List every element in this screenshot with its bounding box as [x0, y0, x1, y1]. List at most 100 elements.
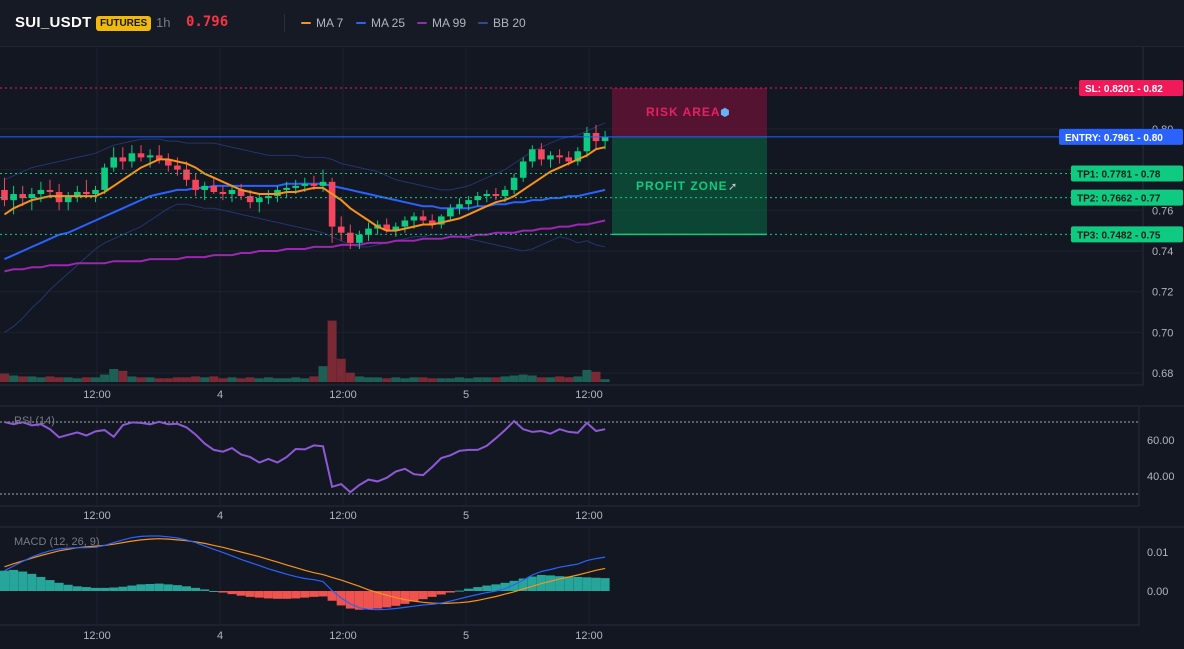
volume-bar [27, 376, 37, 382]
sl-price-tag-bg [1079, 79, 1183, 96]
macd-histogram-bar [309, 591, 319, 597]
candle [74, 185, 81, 203]
entry-price-tag-bg [1059, 128, 1183, 145]
time-tick-label: 5 [463, 389, 469, 401]
candle-body [146, 155, 154, 158]
macd-histogram-bar [254, 591, 264, 598]
candle [83, 179, 90, 199]
candle-body [519, 161, 527, 178]
price-tick-label: 0.72 [1152, 287, 1173, 299]
legend-ma25[interactable]: MA 25 [356, 16, 405, 30]
macd-histogram-bar [209, 591, 219, 592]
legend-bb20[interactable]: BB 20 [478, 16, 526, 30]
volume-bar [200, 377, 210, 382]
candle [529, 145, 536, 168]
volume-bar [45, 376, 55, 382]
candle-body [583, 132, 591, 152]
timeframe-label[interactable]: 1h [156, 15, 171, 30]
volume-bar [491, 377, 501, 382]
macd-histogram-bar [154, 583, 164, 591]
candle-body [128, 153, 136, 162]
volume-bar [518, 374, 528, 382]
volume-bar [364, 377, 373, 382]
volume-bar [273, 378, 282, 382]
candle-body [19, 194, 26, 199]
macd-histogram-bar [318, 591, 328, 597]
volume-bar [91, 377, 100, 382]
candle [283, 181, 290, 199]
macd-histogram-bar [282, 591, 292, 599]
candle [10, 185, 17, 215]
macd-histogram-bar [327, 591, 337, 601]
volume-bar [36, 377, 46, 382]
macd-histogram-bar [163, 584, 173, 591]
volume-bar [18, 376, 28, 382]
candle-body [538, 149, 545, 160]
volume-bar [336, 358, 346, 382]
volume-bar [400, 378, 410, 382]
candle-body [456, 204, 463, 209]
candle-body [556, 155, 563, 158]
macd-histogram-bar [345, 591, 355, 609]
time-tick-label: 12:00 [575, 630, 603, 642]
legend-ma99[interactable]: MA 99 [417, 16, 466, 30]
macd-histogram-bar [482, 585, 492, 591]
macd-histogram-bar [81, 587, 91, 591]
candle-body [1, 189, 8, 201]
shield-icon: ⬢ [720, 107, 730, 119]
rsi-tick-label: 60.00 [1147, 435, 1175, 447]
candle [510, 173, 518, 195]
macd-histogram-bar [500, 582, 510, 591]
macd-histogram-bar [100, 587, 110, 591]
candle-body [383, 224, 390, 231]
volume-bar [582, 369, 592, 382]
macd-histogram-bar [9, 569, 19, 591]
rsi-tick-label: 40.00 [1147, 471, 1175, 483]
volume-bar [218, 378, 228, 382]
candle [356, 230, 363, 249]
macd-histogram-bar [136, 584, 146, 591]
macd-histogram-bar [373, 591, 383, 609]
candle-body [101, 167, 108, 190]
macd-pane[interactable]: 12:00 4 12:00 5 12:00 0.00 0.01 [0, 528, 1168, 642]
candle [1, 177, 8, 207]
candle [92, 185, 99, 203]
bb20-lower-line [4, 203, 606, 333]
candle-body [292, 185, 299, 188]
volume-bar [455, 377, 464, 382]
volume-bar [136, 377, 146, 382]
candle-body [365, 228, 372, 235]
macd-histogram-bar [236, 591, 246, 596]
price-pane[interactable]: 0.680.700.720.740.760.780.8012:00412:005… [0, 48, 1173, 401]
candle-body [492, 194, 500, 197]
macd-histogram-bar [218, 591, 228, 593]
legend-ma7[interactable]: MA 7 [301, 16, 343, 30]
candle [538, 143, 545, 166]
macd-histogram-bar [527, 576, 537, 591]
macd-histogram-bar [427, 591, 437, 597]
candle [46, 179, 54, 199]
time-tick-label: 12:00 [83, 630, 111, 642]
candle-body [10, 194, 17, 201]
candle [347, 224, 354, 249]
candle [165, 153, 172, 172]
volume-bar [600, 379, 610, 382]
candle-body [310, 183, 318, 186]
macd-histogram-bar [72, 586, 82, 591]
volume-bar [227, 377, 237, 382]
symbol-name[interactable]: SUI_USDT [15, 14, 92, 31]
candle-body [46, 189, 54, 192]
candle [137, 145, 145, 162]
candle [519, 157, 527, 182]
candle [492, 187, 500, 201]
legend-ma99-swatch [417, 22, 427, 24]
volume-bar [555, 376, 565, 382]
candle [219, 185, 227, 201]
candle-body [201, 185, 208, 190]
candle-body [428, 220, 436, 225]
candle-body [228, 189, 236, 195]
time-tick-label: 4 [217, 510, 223, 522]
candle [574, 147, 582, 166]
rsi-pane[interactable]: 12:00 4 12:00 5 12:00 40.00 60.00 [0, 407, 1175, 522]
